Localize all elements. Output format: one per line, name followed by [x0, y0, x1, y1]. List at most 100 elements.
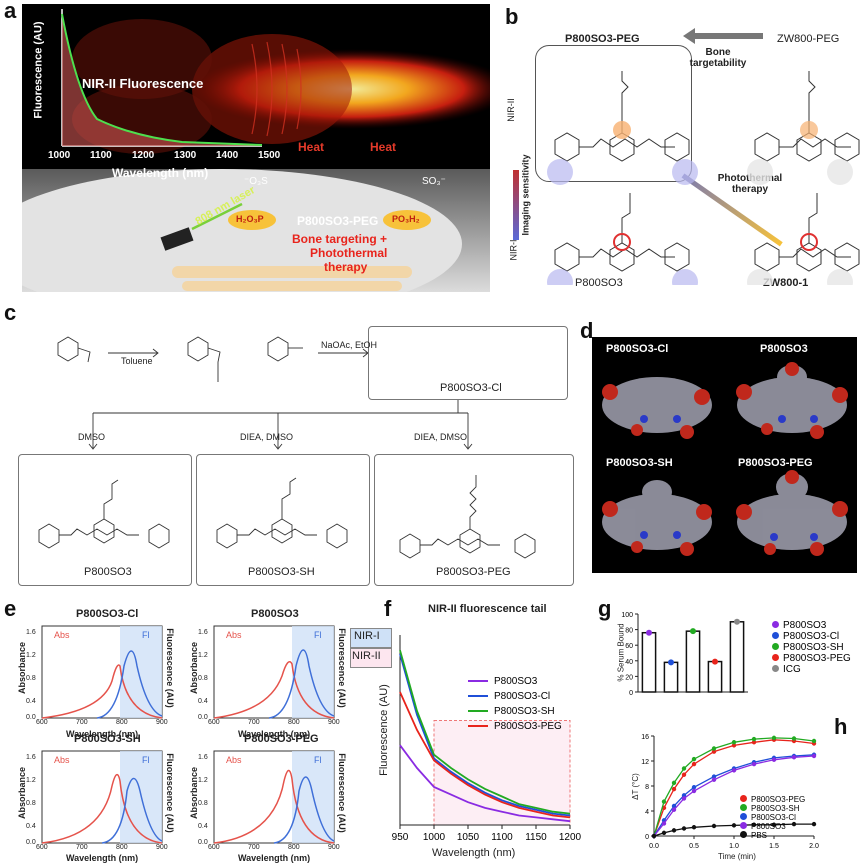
e-ytick: 0.0 — [26, 714, 36, 721]
e-ytick: 0.4 — [26, 823, 36, 830]
h-legend-label: PBS — [751, 831, 768, 840]
p800so3-peg-structure — [399, 475, 536, 559]
e-ytick: 1.2 — [26, 777, 36, 784]
g-ytick-label: 0 — [629, 690, 633, 697]
h-point — [691, 788, 697, 794]
g-legend-label: P800SO3-Cl — [783, 631, 840, 642]
e-title-3: P800SO3-PEG — [244, 733, 319, 745]
h-point — [691, 756, 697, 762]
d-title-1: P800SO3 — [760, 343, 808, 355]
panel-a-inset-plot — [61, 9, 263, 147]
h-legend-label: P800SO3-SH — [751, 804, 800, 813]
p800so3-structure — [38, 479, 170, 549]
d-title-0: P800SO3-Cl — [606, 343, 669, 355]
d-title-3: P800SO3-PEG — [738, 457, 813, 469]
panel-h-label: h — [834, 714, 848, 739]
e-ylabel2-3: Fluorescence (AU) — [336, 753, 347, 833]
h-point — [791, 755, 797, 760]
fl-band — [120, 626, 162, 718]
f-ylabel: Fluorescence (AU) — [377, 684, 390, 776]
e-ytick: 0.0 — [198, 714, 208, 721]
h-point — [771, 735, 777, 741]
p800so3-peg-box-c — [374, 454, 574, 586]
h-legend-item: P800SO3-SH — [740, 804, 805, 813]
g-bar-ICG — [729, 621, 745, 693]
h-legend-label: P800SO3 — [751, 822, 786, 831]
e-abs-0: Abs — [54, 630, 70, 640]
prod-p800so3-peg: P800SO3-PEG — [436, 566, 511, 578]
f-legend-item: P800SO3-Cl — [468, 691, 562, 702]
g-legend-item: P800SO3 — [772, 620, 851, 631]
h-ytick-label: 8 — [645, 784, 649, 791]
e-ytick: 1.6 — [198, 629, 208, 636]
tick: 1400 — [216, 150, 239, 161]
panel-a-xticks: 1000 1100 1200 1300 1400 1500 — [48, 150, 280, 162]
therapy-text: therapy — [324, 260, 368, 274]
h-point — [771, 757, 777, 762]
tick: 1100 — [90, 150, 112, 161]
nir2-region — [433, 720, 571, 826]
e-xtick: 600 — [36, 719, 48, 726]
h-point — [661, 799, 667, 804]
g-legend-label: P800SO3-SH — [783, 642, 844, 653]
panel-a-ylabel: Fluorescence (AU) — [32, 21, 45, 119]
g-legend-item: P800SO3-Cl — [772, 631, 851, 642]
e-fl-2: Fl — [142, 755, 150, 765]
laser-device — [160, 202, 243, 251]
product-cl: P800SO3-Cl — [440, 382, 502, 394]
nir2-legend-label: NIR-II — [352, 650, 381, 662]
nir2-label: NIR-II — [505, 98, 516, 122]
g-ytick-label: 40 — [625, 659, 633, 666]
e-ytick: 0.8 — [26, 800, 36, 807]
g-legend-label: P800SO3-PEG — [783, 653, 851, 664]
h-point — [671, 828, 677, 833]
e-xtick: 900 — [156, 844, 168, 851]
h-point — [731, 768, 737, 773]
tick: 1000 — [48, 150, 71, 161]
panel-a-nir2-label: NIR-II Fluorescence — [82, 76, 204, 91]
f-xtick-label: 1000 — [423, 832, 446, 843]
d-title-2: P800SO3-SH — [606, 457, 673, 469]
e-ylabel2-1: Fluorescence (AU) — [336, 628, 347, 708]
h-point — [671, 786, 677, 792]
h-xtick-label: 2.0 — [809, 843, 819, 850]
h-legend: P800SO3-PEG P800SO3-SH P800SO3-Cl P800SO… — [740, 795, 805, 840]
panel-g-label: g — [598, 596, 612, 621]
e-xlabel-0: Wavelength (nm) — [66, 729, 139, 739]
condition-1: DMSO — [78, 432, 105, 442]
h-xtick-label: 1.5 — [769, 843, 779, 850]
condition-3: DIEA, DMSO — [414, 432, 468, 442]
phosphonate-right — [383, 210, 431, 230]
mol-top-left: P800SO3-PEG — [565, 33, 640, 45]
h-point — [711, 774, 717, 779]
g-point-ICG — [734, 618, 740, 625]
h-point — [811, 821, 817, 827]
e-ytick: 0.8 — [198, 675, 208, 682]
g-chart: 0 20 40 60 80 100 — [621, 612, 748, 697]
g-legend-label: ICG — [783, 664, 801, 675]
e-xtick: 700 — [248, 844, 260, 851]
e-xtick: 800 — [116, 844, 128, 851]
nir1-legend-label: NIR-I — [354, 630, 380, 642]
e-ytick: 0.8 — [26, 675, 36, 682]
h-point — [711, 746, 717, 751]
f-series-P800SO3-PEG — [399, 691, 571, 819]
h-legend-item: PBS — [740, 831, 805, 840]
g-ytick-label: 60 — [625, 643, 633, 650]
e-ylabel2-2: Fluorescence (AU) — [164, 753, 175, 833]
e-xtick: 600 — [36, 844, 48, 851]
molecule-name: P800SO3-PEG — [297, 214, 379, 228]
h-point — [661, 821, 667, 826]
mol-bottom-right: ZW800-1 — [763, 277, 809, 289]
e-ylabel-0: Absorbance — [17, 641, 28, 695]
e-ytick: 1.6 — [26, 629, 36, 636]
e-ytick: 0.4 — [198, 698, 208, 705]
e-plots — [41, 625, 335, 844]
panel-c: Toluene NaOAc, EtOH P800SO3-Cl DMSO DIEA… — [18, 318, 574, 588]
g-ytick-label: 80 — [625, 628, 633, 635]
e-ytick: 1.2 — [198, 652, 208, 659]
h-ytick-label: 16 — [641, 734, 649, 741]
g-ylabel: % Serum Bound — [616, 623, 626, 682]
h-xtick-label: 1.0 — [729, 843, 739, 850]
bone-vertebrae — [172, 266, 412, 291]
